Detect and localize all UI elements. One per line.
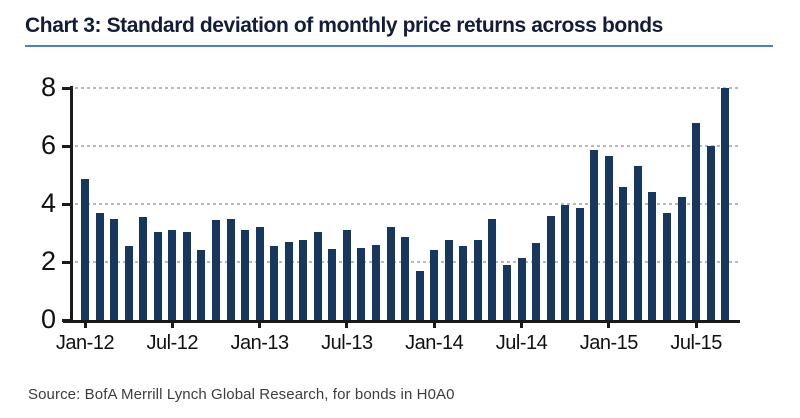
bar — [284, 241, 293, 320]
gridline-y-8 — [75, 87, 740, 89]
bar — [604, 156, 613, 320]
y-axis-label-2: 2 — [40, 246, 56, 276]
x-axis-tick-Jul-13 — [345, 320, 349, 328]
bar — [372, 244, 380, 320]
bar — [561, 205, 570, 320]
bar — [532, 243, 541, 320]
x-axis-label-Jan-12: Jan-12 — [55, 332, 115, 354]
chart-title: Chart 3: Standard deviation of monthly p… — [25, 14, 663, 37]
y-axis-label-4: 4 — [40, 188, 56, 218]
bar — [430, 250, 439, 320]
bar — [270, 246, 279, 320]
chart-title-block: Chart 3: Standard deviation of monthly p… — [25, 14, 773, 47]
bar — [342, 230, 351, 320]
bar — [692, 122, 701, 320]
x-axis-label-Jan-13: Jan-13 — [230, 332, 290, 354]
bar — [401, 237, 410, 320]
y-axis-tick-6 — [62, 145, 70, 148]
x-axis-tick-Jan-13 — [258, 320, 262, 328]
y-axis-label-6: 6 — [40, 130, 56, 160]
bar — [590, 150, 599, 320]
bar — [81, 179, 89, 320]
x-axis-label-Jul-13: Jul-13 — [321, 332, 373, 354]
bar — [357, 247, 366, 320]
bar — [124, 246, 133, 320]
gridline-y-6 — [75, 145, 740, 147]
y-axis-label-0: 0 — [40, 304, 56, 334]
bar — [633, 166, 642, 320]
bar — [241, 230, 250, 320]
x-axis-label-Jul-14: Jul-14 — [495, 332, 548, 354]
bar — [226, 218, 235, 320]
x-axis-label-Jul-15: Jul-15 — [670, 332, 722, 354]
bar — [648, 192, 657, 320]
x-axis-tick-Jan-14 — [432, 320, 436, 328]
bar — [721, 88, 730, 320]
x-axis-tick-Jan-12 — [83, 320, 87, 328]
bar — [197, 250, 206, 320]
bar — [313, 231, 322, 320]
x-axis-line — [63, 320, 740, 323]
bar — [546, 215, 555, 320]
bar — [575, 208, 584, 320]
bar — [168, 230, 177, 320]
gridline-y-4 — [75, 203, 740, 205]
bar — [182, 231, 191, 320]
x-axis-tick-Jan-15 — [607, 320, 611, 328]
bar — [415, 270, 424, 320]
y-axis-line — [70, 86, 73, 322]
x-axis-label-Jan-15: Jan-15 — [579, 332, 639, 354]
bar — [488, 218, 497, 320]
bar — [153, 231, 162, 320]
plot-area: 0 2 4 6 8 Jan-12 Jul-12 Jan-13 Jul-13 Jan-14 Jul-1… — [41, 74, 740, 354]
bar — [444, 240, 453, 320]
source-note: Source: BofA Merrill Lynch Global Resear… — [28, 386, 455, 403]
x-axis-tick-Jul-12 — [170, 320, 174, 328]
bar — [663, 212, 671, 320]
y-axis-tick-4 — [62, 203, 70, 206]
bar — [502, 264, 511, 320]
y-axis-tick-2 — [62, 261, 70, 264]
bar — [139, 217, 148, 320]
bar — [706, 146, 715, 320]
x-axis-label-Jan-14: Jan-14 — [405, 332, 464, 354]
bar — [459, 246, 468, 320]
x-axis-tick-Jul-14 — [520, 320, 523, 328]
bar — [677, 196, 686, 320]
bar — [619, 186, 628, 320]
bar — [386, 227, 395, 320]
x-axis-tick-Jul-15 — [694, 320, 698, 328]
bar — [110, 218, 119, 320]
bar — [255, 227, 264, 320]
bar — [299, 240, 308, 320]
y-axis-tick-8 — [62, 87, 70, 90]
y-axis-tick-0 — [62, 319, 70, 322]
bar — [328, 248, 337, 320]
bar — [517, 257, 526, 320]
bar — [95, 212, 104, 320]
bar — [473, 240, 482, 320]
x-axis-label-Jul-12: Jul-12 — [146, 332, 199, 354]
y-axis-label-8: 8 — [40, 72, 56, 102]
bar — [211, 219, 220, 320]
